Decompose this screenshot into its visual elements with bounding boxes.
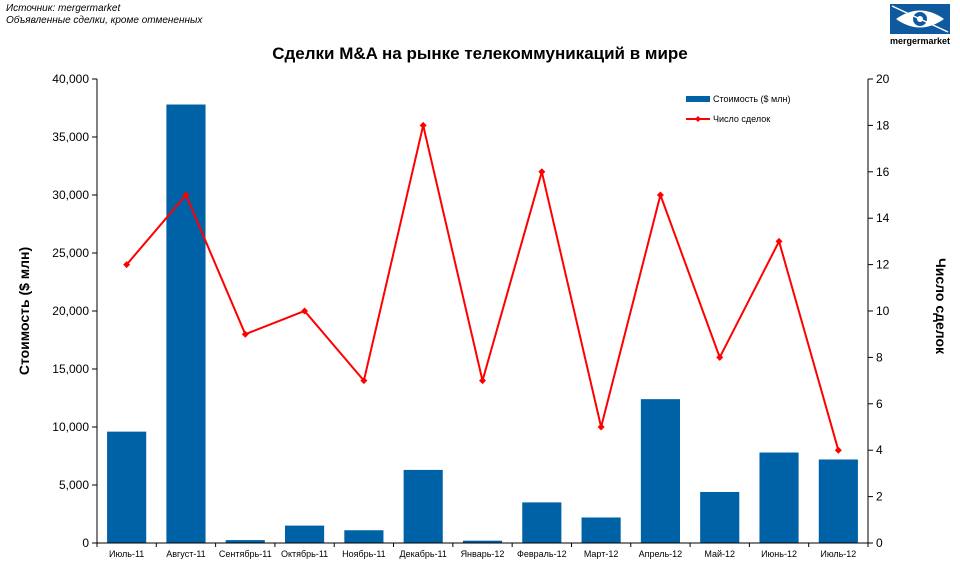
line-point [419, 121, 427, 129]
line-point [716, 353, 724, 361]
bar [225, 540, 265, 543]
line-point [360, 377, 368, 385]
bar [700, 491, 740, 543]
y2-tick-label: 20 [876, 72, 890, 86]
y-tick-label: 25,000 [52, 246, 89, 260]
y2-tick-label: 4 [876, 443, 883, 457]
y2-axis-label: Число сделок [933, 258, 949, 355]
source-note: Источник: mergermarket Объявленные сделк… [6, 3, 202, 27]
line-point [597, 423, 605, 431]
logo-text: mergermarket [889, 36, 951, 46]
eye-logo-icon [890, 4, 950, 34]
x-tick-label: Апрель-12 [639, 549, 683, 559]
y-axis-label: Стоимость ($ млн) [16, 247, 32, 375]
bar [581, 517, 621, 543]
bar [107, 431, 147, 543]
bar [344, 530, 384, 543]
bar [640, 399, 680, 543]
line-point [123, 261, 131, 269]
x-tick-label: Октябрь-11 [281, 549, 328, 559]
x-tick-label: Июль-11 [109, 549, 144, 559]
deals-count-line [125, 125, 840, 451]
y-tick-label: 35,000 [52, 130, 89, 144]
x-tick-label: Март-12 [584, 549, 619, 559]
line-point [241, 330, 249, 338]
y2-tick-label: 2 [876, 490, 883, 504]
line-point [301, 307, 309, 315]
y2-tick-label: 14 [876, 211, 890, 225]
y-tick-label: 20,000 [52, 304, 89, 318]
y2-tick-label: 6 [876, 397, 883, 411]
bar [403, 469, 443, 543]
y-tick-label: 10,000 [52, 420, 89, 434]
line-point [775, 237, 783, 245]
x-tick-label: Июнь-12 [761, 549, 797, 559]
line-point [479, 377, 486, 385]
y2-tick-label: 12 [876, 258, 890, 272]
y-tick-label: 40,000 [52, 72, 89, 86]
legend-line-label: Число сделок [713, 114, 770, 124]
y2-tick-label: 16 [876, 165, 890, 179]
y2-tick-label: 10 [876, 304, 890, 318]
x-tick-label: Ноябрь-11 [342, 549, 386, 559]
y2-tick-label: 0 [876, 536, 883, 550]
line-point [538, 168, 546, 176]
bar [818, 459, 858, 543]
bar [166, 104, 206, 544]
bar [462, 540, 503, 543]
y-tick-label: 5,000 [59, 478, 89, 492]
mergermarket-logo: mergermarket [884, 2, 956, 48]
y-tick-label: 15,000 [52, 362, 89, 376]
y-tick-label: 30,000 [52, 188, 89, 202]
x-tick-label: Декабрь-11 [399, 549, 446, 559]
legend-line-marker [695, 116, 701, 122]
x-tick-label: Февраль-12 [517, 549, 567, 559]
chart-title: Сделки M&A на рынке телекоммуникаций в м… [272, 44, 688, 63]
y-tick-label: 0 [82, 536, 89, 550]
x-tick-label: Август-11 [166, 549, 205, 559]
source-line: Источник: mergermarket [6, 3, 121, 14]
legend-bar-label: Стоимость ($ млн) [713, 94, 790, 104]
x-tick-label: Июль-12 [820, 549, 856, 559]
line-point [656, 191, 664, 199]
bar [522, 502, 562, 543]
x-tick-label: Сентябрь-11 [219, 549, 272, 559]
bar [759, 452, 799, 543]
line-point [182, 191, 190, 199]
bar [285, 525, 325, 543]
x-tick-label: Май-12 [704, 549, 735, 559]
y2-tick-label: 18 [876, 118, 890, 132]
line-point [834, 446, 842, 454]
x-tick-label: Январь-12 [461, 549, 505, 559]
y2-tick-label: 8 [876, 350, 883, 364]
legend-bar-swatch [686, 96, 710, 102]
source-filter-line: Объявленные сделки, кроме отмененных [6, 15, 203, 26]
